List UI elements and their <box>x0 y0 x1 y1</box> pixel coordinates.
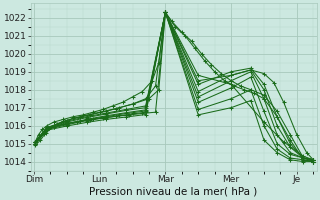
X-axis label: Pression niveau de la mer( hPa ): Pression niveau de la mer( hPa ) <box>90 187 258 197</box>
